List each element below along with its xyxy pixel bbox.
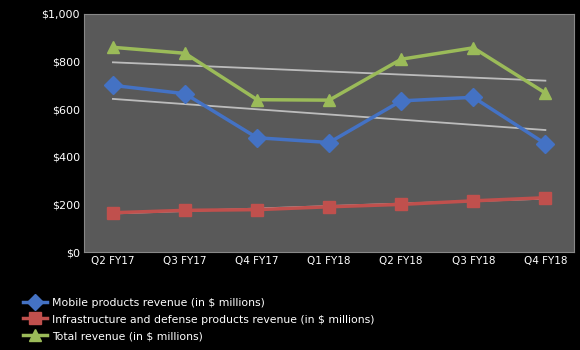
Legend: Mobile products revenue (in $ millions), Infrastructure and defense products rev: Mobile products revenue (in $ millions),… xyxy=(21,295,377,343)
